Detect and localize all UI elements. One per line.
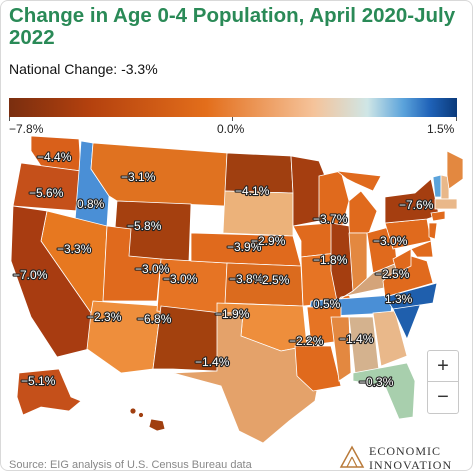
- legend-min-label: −7.8%: [9, 122, 44, 136]
- state-hi-island[interactable]: [129, 407, 137, 415]
- label-ut: −3.0%: [135, 262, 170, 276]
- legend-mid-label: 0.0%: [217, 122, 245, 136]
- state-ga[interactable]: [372, 310, 408, 367]
- label-nm: −6.8%: [137, 312, 172, 326]
- legend-tick-min: [9, 117, 10, 121]
- label-ny: −7.6%: [399, 198, 434, 212]
- state-ms[interactable]: [330, 316, 352, 382]
- logo-line-2: INNOVATION: [369, 458, 453, 471]
- state-hi[interactable]: [148, 418, 166, 432]
- state-nm[interactable]: [152, 305, 222, 372]
- label-co: −3.0%: [163, 272, 198, 286]
- state-ia[interactable]: [292, 222, 338, 258]
- label-ks: −3.8%: [229, 272, 264, 286]
- eig-logo-icon: [339, 445, 365, 468]
- state-nc[interactable]: [384, 282, 438, 310]
- logo-line-1: ECONOMIC: [369, 444, 442, 458]
- label-wi: −3.7%: [313, 212, 348, 226]
- label-al: −1.4%: [339, 332, 374, 346]
- label-ok: −1.9%: [215, 307, 250, 321]
- label-az: −2.3%: [87, 310, 122, 324]
- label-in: −1.8%: [313, 253, 348, 267]
- label-mo: −2.5%: [255, 273, 290, 287]
- label-nv: −3.3%: [57, 242, 92, 256]
- label-tx: −1.4%: [195, 355, 230, 369]
- label-ak: −5.1%: [21, 374, 56, 388]
- label-wy: −5.8%: [127, 219, 162, 233]
- state-mi[interactable]: [335, 170, 382, 192]
- zoom-in-button[interactable]: +: [437, 355, 449, 377]
- zoom-control: + −: [427, 350, 459, 414]
- national-change-text: National Change: -3.3%: [9, 61, 158, 77]
- state-tx[interactable]: [172, 312, 322, 444]
- label-wa: −4.4%: [37, 150, 72, 164]
- state-wv[interactable]: [392, 248, 412, 274]
- label-ne: −3.9%: [227, 240, 262, 254]
- label-mt: −3.1%: [121, 170, 156, 184]
- color-scale-legend: [9, 98, 457, 117]
- state-fl[interactable]: [352, 362, 416, 420]
- state-la[interactable]: [294, 345, 342, 392]
- label-ca: −7.0%: [13, 268, 48, 282]
- state-nj[interactable]: [428, 222, 438, 240]
- state-ak[interactable]: [16, 368, 82, 416]
- zoom-out-button[interactable]: −: [437, 386, 449, 408]
- zoom-divider: [428, 381, 458, 382]
- label-pa: −3.0%: [373, 234, 408, 248]
- state-mi-lower[interactable]: [348, 190, 378, 234]
- state-ct[interactable]: [430, 210, 446, 222]
- legend-max-label: 1.5%: [427, 122, 455, 136]
- state-md[interactable]: [410, 240, 434, 258]
- label-or: −5.6%: [29, 186, 64, 200]
- label-nc: 1.3%: [385, 292, 413, 306]
- map-title: Change in Age 0-4 Population, April 2020…: [9, 4, 456, 49]
- eig-logo-text: ECONOMIC INNOVATION: [369, 444, 453, 471]
- state-ma[interactable]: [434, 198, 458, 210]
- state-hi-island[interactable]: [138, 412, 144, 418]
- state-me[interactable]: [446, 150, 464, 190]
- label-mn: −4.1%: [235, 184, 270, 198]
- state-mt[interactable]: [90, 142, 228, 207]
- label-tn: 0.5%: [313, 297, 341, 311]
- label-fl: −0.3%: [359, 375, 394, 389]
- label-id: 0.8%: [77, 197, 105, 211]
- source-note: Source: EIG analysis of U.S. Census Bure…: [9, 459, 252, 471]
- label-va: −2.5%: [375, 267, 410, 281]
- label-ia: −2.9%: [251, 234, 286, 248]
- label-ms: −2.2%: [289, 334, 324, 348]
- legend-tick-mid: [232, 117, 233, 121]
- legend-tick-max: [456, 117, 457, 121]
